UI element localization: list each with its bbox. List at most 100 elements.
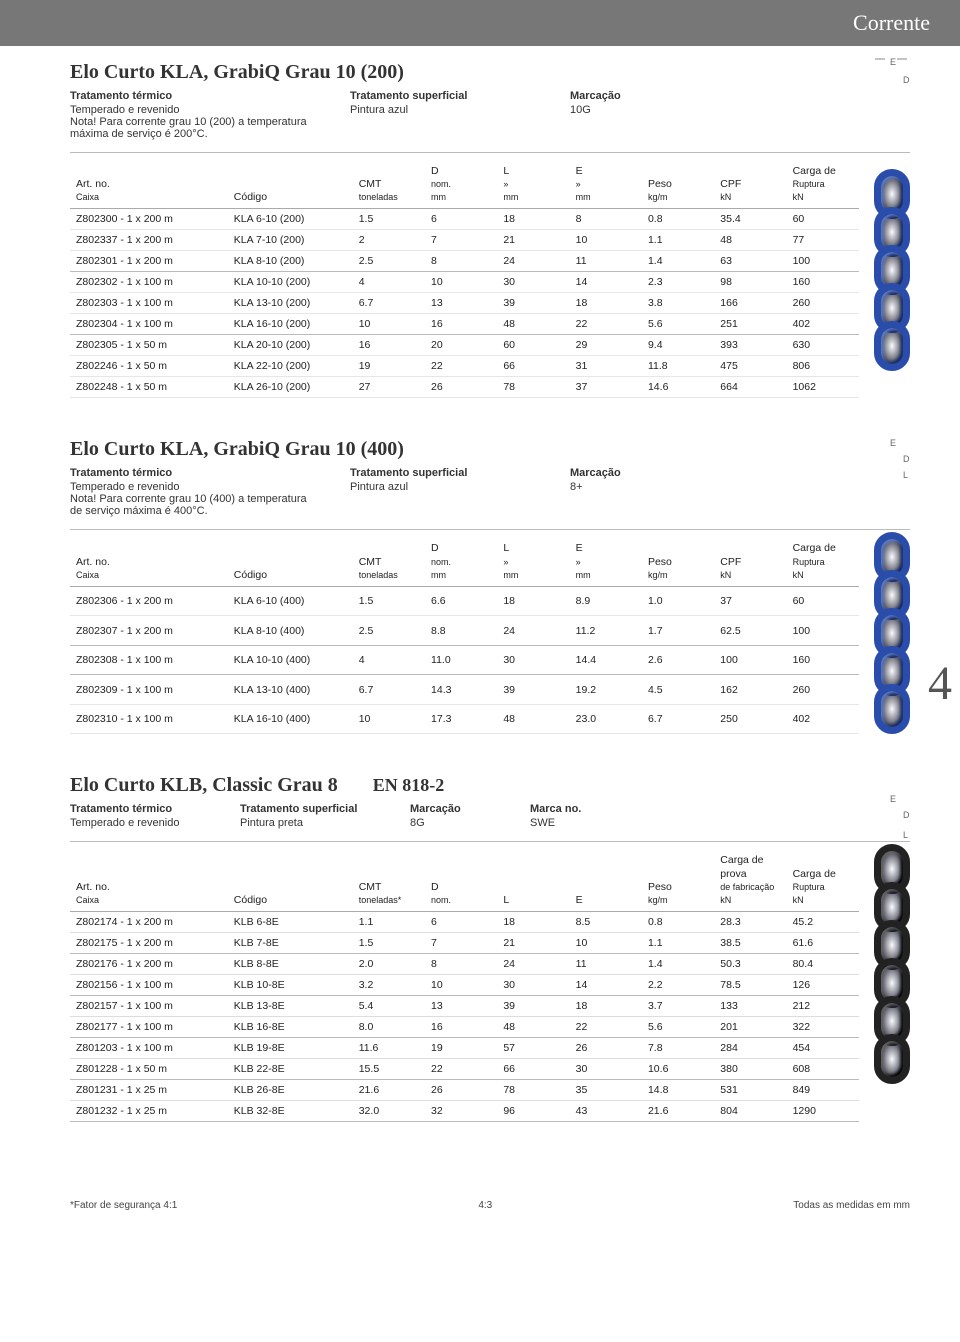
- col-header: Dnom.: [425, 850, 497, 911]
- info-h3: Marcação: [570, 467, 750, 479]
- table-cell: 1.5: [353, 209, 425, 230]
- table-cell: 21: [497, 230, 569, 251]
- col-header: Art. no.Caixa: [70, 538, 228, 586]
- table-cell: 160: [787, 645, 859, 675]
- table-cell: 30: [497, 974, 569, 995]
- table-cell: Z802303 - 1 x 100 m: [70, 293, 228, 314]
- table-row: Z802304 - 1 x 100 mKLA 16-10 (200)101648…: [70, 314, 859, 335]
- info-t1b: Nota! Para corrente grau 10 (200) a temp…: [70, 116, 310, 140]
- table-cell: 6.7: [642, 704, 714, 734]
- col-header: CMTtoneladas*: [353, 850, 425, 911]
- table-cell: Z802177 - 1 x 100 m: [70, 1016, 228, 1037]
- table-cell: Z801231 - 1 x 25 m: [70, 1079, 228, 1100]
- table-cell: 5.6: [642, 314, 714, 335]
- col-header: Dnom.mm: [425, 161, 497, 209]
- table-cell: Z802310 - 1 x 100 m: [70, 704, 228, 734]
- table-cell: 48: [497, 314, 569, 335]
- table-cell: 30: [570, 1058, 642, 1079]
- table-cell: Z802309 - 1 x 100 m: [70, 675, 228, 705]
- table-cell: 3.7: [642, 995, 714, 1016]
- col-header: CPFkN: [714, 538, 786, 586]
- table-cell: 37: [714, 586, 786, 616]
- table-cell: KLA 16-10 (400): [228, 704, 353, 734]
- table-cell: 60: [787, 209, 859, 230]
- chapter-number: 4: [928, 656, 952, 711]
- info-h4: Marca no.: [530, 803, 610, 815]
- page-footer: *Fator de segurança 4:1 4:3 Todas as med…: [0, 1192, 960, 1223]
- table-cell: 5.4: [353, 995, 425, 1016]
- table-cell: KLB 7-8E: [228, 932, 353, 953]
- col-header: CMTtoneladas: [353, 161, 425, 209]
- table-cell: 212: [787, 995, 859, 1016]
- table-cell: 16: [425, 314, 497, 335]
- table-cell: 37: [570, 377, 642, 398]
- table-row: Z802246 - 1 x 50 mKLA 22-10 (200)1922663…: [70, 356, 859, 377]
- table-klb-8: Art. no.CaixaCódigoCMTtoneladas*Dnom.LEP…: [70, 850, 859, 1122]
- table-cell: KLA 20-10 (200): [228, 335, 353, 356]
- table-cell: KLA 13-10 (400): [228, 675, 353, 705]
- col-header: Dnom.mm: [425, 538, 497, 586]
- info-h1: Tratamento térmico: [70, 803, 200, 815]
- table-cell: 162: [714, 675, 786, 705]
- table-cell: 39: [497, 293, 569, 314]
- col-header: E»mm: [570, 538, 642, 586]
- table-cell: 66: [497, 1058, 569, 1079]
- table-cell: 45.2: [787, 911, 859, 932]
- table-cell: 21.6: [353, 1079, 425, 1100]
- table-cell: 19.2: [570, 675, 642, 705]
- table-row: Z802307 - 1 x 200 mKLA 8-10 (400)2.58.82…: [70, 616, 859, 646]
- footer-center: 4:3: [478, 1200, 492, 1211]
- table-row: Z802174 - 1 x 200 mKLB 6-8E1.16188.50.82…: [70, 911, 859, 932]
- table-row: Z802337 - 1 x 200 mKLA 7-10 (200)2721101…: [70, 230, 859, 251]
- table-cell: KLA 6-10 (400): [228, 586, 353, 616]
- table-cell: 2.6: [642, 645, 714, 675]
- table-cell: Z802300 - 1 x 200 m: [70, 209, 228, 230]
- table-cell: KLA 7-10 (200): [228, 230, 353, 251]
- table-cell: 8.0: [353, 1016, 425, 1037]
- table-cell: KLA 13-10 (200): [228, 293, 353, 314]
- table-cell: 454: [787, 1037, 859, 1058]
- table-cell: KLB 8-8E: [228, 953, 353, 974]
- table-cell: 50.3: [714, 953, 786, 974]
- table-cell: 804: [714, 1100, 786, 1121]
- table-cell: 66: [497, 356, 569, 377]
- table-cell: 38.5: [714, 932, 786, 953]
- col-header: E»mm: [570, 161, 642, 209]
- standard-label: EN 818-2: [373, 775, 445, 796]
- table-cell: 7: [425, 230, 497, 251]
- table-cell: 21.6: [642, 1100, 714, 1121]
- section-title-text: Elo Curto KLB, Classic Grau 8: [70, 774, 338, 796]
- table-cell: 1290: [787, 1100, 859, 1121]
- table-cell: 39: [497, 995, 569, 1016]
- table-cell: 8: [570, 209, 642, 230]
- info-h1: Tratamento térmico: [70, 467, 310, 479]
- table-cell: 22: [570, 314, 642, 335]
- table-kla-400: Art. no.CaixaCódigoCMTtoneladasDnom.mmL»…: [70, 538, 859, 734]
- table-cell: 531: [714, 1079, 786, 1100]
- table-cell: 380: [714, 1058, 786, 1079]
- chain-image-1: L: [874, 161, 910, 398]
- table-cell: 8.5: [570, 911, 642, 932]
- page-body: 4 ED Elo Curto KLA, GrabiQ Grau 10 (200)…: [0, 46, 960, 1192]
- table-cell: KLB 22-8E: [228, 1058, 353, 1079]
- table-cell: 48: [497, 704, 569, 734]
- table-cell: Z802306 - 1 x 200 m: [70, 586, 228, 616]
- table-cell: 26: [425, 1079, 497, 1100]
- table-cell: KLB 13-8E: [228, 995, 353, 1016]
- table-cell: 2: [353, 230, 425, 251]
- table-cell: 1.5: [353, 932, 425, 953]
- section-kla-400: EDL Elo Curto KLA, GrabiQ Grau 10 (400) …: [70, 438, 910, 734]
- table-cell: 0.8: [642, 209, 714, 230]
- table-cell: 475: [714, 356, 786, 377]
- table-cell: Z802157 - 1 x 100 m: [70, 995, 228, 1016]
- table-cell: 32.0: [353, 1100, 425, 1121]
- svg-text:E: E: [890, 794, 896, 804]
- table-cell: 24: [497, 616, 569, 646]
- table-cell: 20: [425, 335, 497, 356]
- table-cell: 1.1: [642, 230, 714, 251]
- table-cell: 80.4: [787, 953, 859, 974]
- table-cell: KLA 16-10 (200): [228, 314, 353, 335]
- table-row: Z802308 - 1 x 100 mKLA 10-10 (400)411.03…: [70, 645, 859, 675]
- table-cell: 6: [425, 209, 497, 230]
- table-cell: 19: [425, 1037, 497, 1058]
